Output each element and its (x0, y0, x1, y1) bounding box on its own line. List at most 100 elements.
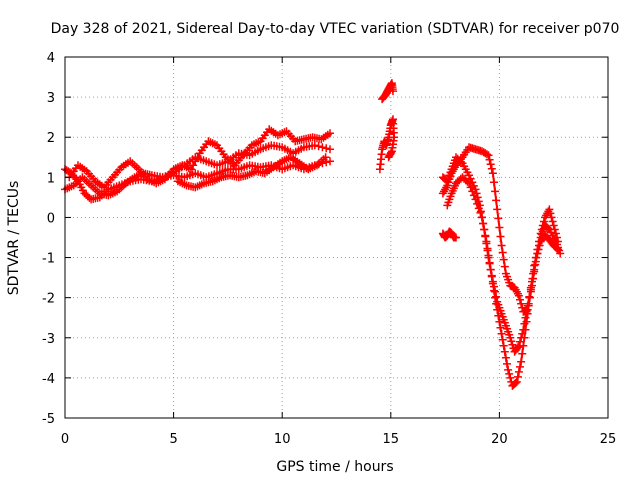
data-point (485, 155, 494, 164)
data-point (505, 369, 514, 378)
data-point (389, 87, 397, 96)
data-point (556, 249, 565, 258)
y-tick-label: 2 (47, 131, 55, 146)
data-point (498, 335, 507, 344)
data-point (491, 187, 500, 196)
data-point (506, 373, 515, 382)
data-point (517, 299, 526, 308)
data-point (511, 378, 520, 387)
y-tick-label: -4 (42, 372, 55, 387)
data-point (551, 229, 560, 238)
data-point (322, 144, 331, 153)
data-point (452, 233, 460, 242)
data-point (476, 208, 485, 217)
data-point (491, 293, 500, 302)
data-point (465, 171, 473, 180)
data-point (486, 160, 495, 169)
data-point (514, 291, 523, 300)
data-point (550, 225, 559, 234)
data-point (514, 367, 523, 376)
data-point (384, 153, 393, 162)
data-point (547, 213, 556, 222)
x-tick-label: 0 (61, 432, 69, 447)
data-point (321, 153, 330, 162)
x-tick-label: 5 (169, 432, 177, 447)
data-point (512, 377, 521, 386)
data-point (522, 317, 531, 326)
data-point (318, 143, 327, 152)
series-track-e (375, 115, 399, 174)
grid (65, 57, 608, 418)
y-tick-label: -5 (42, 412, 55, 427)
data-point (473, 199, 482, 208)
data-point (513, 343, 522, 352)
data-point (310, 141, 319, 150)
data-point (516, 362, 524, 371)
data-point (529, 269, 538, 278)
data-point (465, 179, 473, 188)
data-point (554, 237, 562, 246)
data-point (519, 341, 528, 350)
data-point (478, 213, 486, 222)
x-tick-label: 15 (383, 432, 400, 447)
data-point (484, 151, 493, 160)
data-point (500, 347, 509, 356)
x-axis-label: GPS time / hours (276, 459, 393, 475)
data-point (494, 214, 503, 223)
data-point (495, 223, 504, 232)
data-point (526, 285, 535, 294)
data-point (492, 299, 501, 308)
data-point (498, 248, 507, 257)
data-point (497, 241, 506, 250)
data-point (528, 277, 536, 286)
data-point (385, 151, 394, 160)
data-point (326, 157, 334, 166)
y-tick-label: -3 (42, 332, 55, 347)
series-track-i (443, 173, 562, 390)
series-track-d (173, 153, 330, 192)
data-point (520, 333, 529, 342)
data-point (326, 129, 334, 138)
x-tick-label: 25 (600, 432, 617, 447)
data-point (469, 191, 478, 200)
data-point (485, 258, 494, 267)
data-point (499, 341, 508, 350)
data-point (499, 255, 508, 264)
data-point (326, 145, 334, 154)
data-point (549, 221, 558, 230)
series-track-f (378, 79, 397, 104)
data-point (474, 204, 483, 213)
data-point (548, 217, 557, 226)
data-point (463, 177, 472, 186)
plot-series (61, 79, 565, 390)
y-tick-label: 0 (47, 211, 55, 226)
data-point (488, 279, 497, 288)
data-point (530, 261, 539, 270)
data-point (508, 340, 517, 349)
data-point (537, 225, 546, 234)
data-point (524, 301, 533, 310)
series-track-b (61, 141, 334, 200)
data-point (496, 323, 505, 332)
data-point (480, 225, 489, 234)
data-point (545, 205, 554, 214)
data-point (546, 209, 555, 218)
data-point (479, 219, 488, 228)
data-point (482, 237, 491, 246)
data-point (496, 232, 505, 241)
data-point (553, 233, 561, 242)
axis-ticks: 0 5 10 15 20 25 -5 -4 -3 -2 -1 0 1 2 3 4 (42, 51, 616, 447)
data-point (535, 237, 543, 246)
data-point (513, 372, 522, 381)
y-tick-label: -2 (42, 292, 55, 307)
data-point (507, 337, 516, 346)
series-track-c (65, 125, 334, 192)
data-point (494, 311, 503, 320)
data-point (481, 231, 490, 240)
y-axis-label: SDTVAR / TECUs (6, 181, 22, 296)
plot-frame (64, 56, 609, 419)
y-tick-label: 3 (47, 91, 55, 106)
x-tick-label: 10 (274, 432, 291, 447)
data-point (484, 251, 493, 260)
